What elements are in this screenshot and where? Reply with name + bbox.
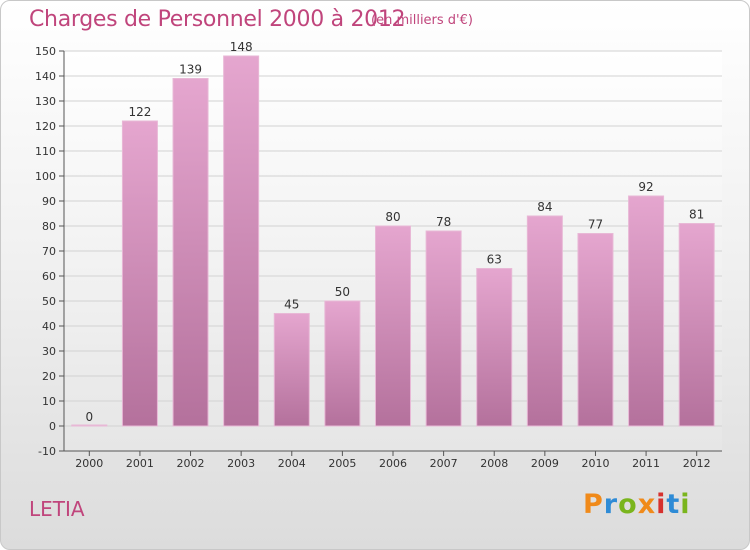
x-tick-label: 2006 <box>379 457 407 470</box>
bar <box>324 300 361 427</box>
x-tick-label: 2004 <box>278 457 306 470</box>
x-tick-label: 2005 <box>328 457 356 470</box>
bar-value-label: 122 <box>128 105 151 119</box>
bar <box>273 313 310 427</box>
bar <box>172 78 209 427</box>
x-tick-label: 2010 <box>581 457 609 470</box>
y-tick-label: 40 <box>42 320 56 333</box>
bar-value-label: 139 <box>179 63 202 77</box>
bar-value-label: 0 <box>85 410 93 424</box>
y-tick-label: 140 <box>35 70 56 83</box>
x-tick-label: 2002 <box>177 457 205 470</box>
x-tick-label: 2011 <box>632 457 660 470</box>
x-tick-label: 2003 <box>227 457 255 470</box>
bar <box>375 225 411 427</box>
y-tick-label: -10 <box>38 445 56 458</box>
bar <box>476 268 513 427</box>
y-tick-label: 80 <box>42 220 56 233</box>
bar-value-label: 50 <box>335 285 350 299</box>
bar-value-label: 80 <box>385 210 400 224</box>
logo-letter: o <box>618 489 638 520</box>
bar <box>628 195 665 427</box>
y-tick-label: 110 <box>35 145 56 158</box>
logo-letter: i <box>680 489 691 520</box>
y-tick-label: 150 <box>35 45 56 58</box>
chart-title: Charges de Personnel 2000 à 2012 <box>29 7 406 32</box>
x-tick-label: 2009 <box>531 457 559 470</box>
bar <box>425 230 462 427</box>
y-tick-label: 90 <box>42 195 56 208</box>
bar <box>121 120 158 427</box>
y-tick-label: 120 <box>35 120 56 133</box>
bar <box>526 215 563 427</box>
bar <box>577 233 614 427</box>
logo-letter: P <box>583 489 604 520</box>
y-tick-label: 70 <box>42 245 56 258</box>
x-tick-label: 2001 <box>126 457 154 470</box>
y-tick-label: 60 <box>42 270 56 283</box>
bar-value-label: 81 <box>689 208 704 222</box>
commune-name: LETIA <box>29 497 85 521</box>
bar-value-label: 84 <box>537 200 552 214</box>
chart-subtitle: (en milliers d'€) <box>371 13 473 28</box>
bar-value-label: 78 <box>436 215 451 229</box>
x-tick-label: 2012 <box>683 457 711 470</box>
bar <box>678 223 715 427</box>
y-tick-label: 20 <box>42 370 56 383</box>
y-tick-label: 30 <box>42 345 56 358</box>
bar-value-label: 77 <box>588 218 603 232</box>
y-tick-label: 130 <box>35 95 56 108</box>
x-tick-label: 2007 <box>430 457 458 470</box>
logo-letter: i <box>656 489 667 520</box>
y-tick-label: 10 <box>42 395 56 408</box>
bar-value-label: 63 <box>487 253 502 267</box>
bar-value-label: 148 <box>230 40 253 54</box>
x-tick-label: 2000 <box>75 457 103 470</box>
logo-letter: t <box>666 489 681 520</box>
logo-letter: x <box>637 489 657 520</box>
bar-value-label: 92 <box>638 180 653 194</box>
x-tick-label: 2008 <box>480 457 508 470</box>
bar-value-label: 45 <box>284 298 299 312</box>
bar <box>71 424 108 427</box>
y-tick-label: 50 <box>42 295 56 308</box>
y-tick-label: 0 <box>49 420 56 433</box>
y-tick-label: 100 <box>35 170 56 183</box>
logo-letter: r <box>603 489 619 520</box>
bar <box>223 55 260 427</box>
proxiti-logo: Proxiti <box>583 489 691 520</box>
